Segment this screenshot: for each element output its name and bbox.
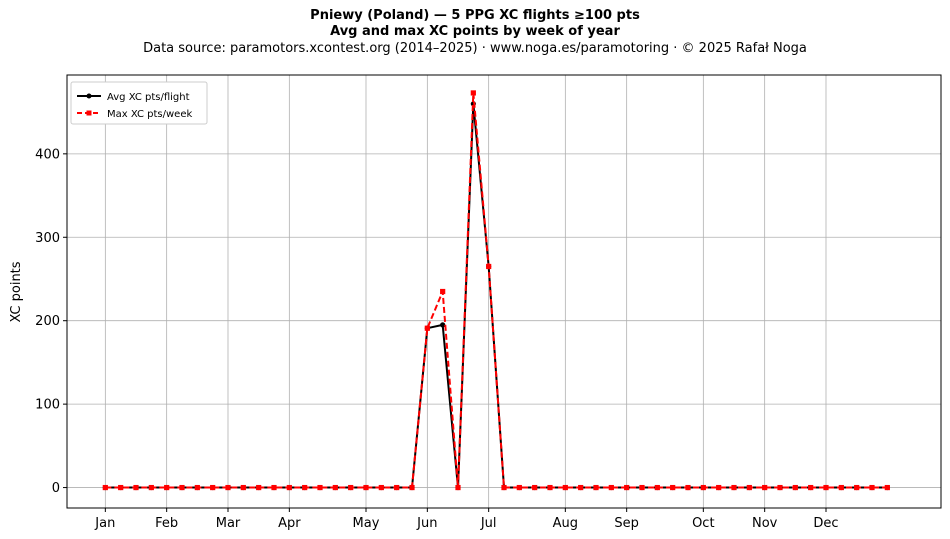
max-point [670, 484, 676, 491]
max-point [593, 484, 599, 491]
x-tick-label: Aug [553, 516, 578, 531]
chart-source-line: Data source: paramotors.xcontest.org (20… [143, 41, 807, 56]
max-point [578, 484, 584, 491]
max-point [700, 484, 706, 491]
max-point [547, 484, 553, 491]
max-point [792, 484, 798, 491]
legend-avg-label: Avg XC pts/flight [107, 92, 190, 103]
max-point [271, 484, 277, 491]
x-tick-label: Nov [752, 516, 778, 531]
x-tick-label: Apr [278, 516, 301, 531]
y-axis-label: XC points [9, 261, 24, 322]
chart-titles: Pniewy (Poland) — 5 PPG XC flights ≥100 … [0, 8, 950, 58]
max-point [118, 484, 124, 491]
x-tick-label: Mar [216, 516, 241, 531]
max-point [348, 484, 354, 491]
x-tick-label: May [353, 516, 380, 531]
max-point [716, 484, 722, 491]
chart-title: Pniewy (Poland) — 5 PPG XC flights ≥100 … [310, 8, 640, 23]
max-point [486, 263, 492, 270]
legend-box [70, 81, 208, 125]
max-point [823, 484, 829, 491]
max-point [363, 484, 369, 491]
legend-max-marker [86, 110, 92, 116]
max-point [225, 484, 231, 491]
legend-avg-marker [86, 93, 92, 99]
max-point [532, 484, 538, 491]
max-point [455, 484, 461, 491]
x-tick-label: Dec [813, 516, 838, 531]
max-point [639, 484, 645, 491]
max-point [164, 484, 170, 491]
max-point [256, 484, 262, 491]
x-tick-label: Jan [94, 516, 115, 531]
max-point [394, 484, 400, 491]
x-tick-label: Jun [416, 516, 437, 531]
y-tick-label: 300 [35, 231, 60, 246]
max-point [808, 484, 814, 491]
max-point [286, 484, 292, 491]
max-point [516, 484, 522, 491]
max-point [869, 484, 875, 491]
max-point [854, 484, 860, 491]
max-point [148, 484, 154, 491]
max-point [838, 484, 844, 491]
max-point [194, 484, 200, 491]
y-tick-label: 0 [52, 481, 60, 496]
max-point [378, 484, 384, 491]
max-point [731, 484, 737, 491]
max-point [562, 484, 568, 491]
y-tick-label: 400 [35, 147, 60, 162]
axis-ticks: Jan Feb Mar Apr May Jun Jul Aug Sep Oct Nov Dec 0 100… [35, 147, 838, 531]
plot-frame [66, 74, 942, 509]
max-point [762, 484, 768, 491]
y-tick-label: 100 [35, 398, 60, 413]
x-tick-label: Jul [480, 516, 497, 531]
max-point [332, 484, 338, 491]
x-tick-label: Sep [614, 516, 639, 531]
max-point [317, 484, 323, 491]
avg-point [440, 322, 446, 328]
max-point [240, 484, 246, 491]
x-tick-label: Oct [692, 516, 714, 531]
x-tick-label: Feb [155, 516, 178, 531]
series-line-0 [105, 102, 888, 489]
max-point [302, 484, 308, 491]
y-tick-label: 200 [35, 314, 60, 329]
grid-lines [67, 75, 941, 508]
max-point [624, 484, 630, 491]
max-point [501, 484, 507, 491]
max-point [409, 484, 415, 491]
max-point [133, 484, 139, 491]
max-point [210, 484, 216, 491]
chart-subtitle: Avg and max XC points by week of year [330, 24, 620, 39]
max-point [608, 484, 614, 491]
series-layer [102, 90, 890, 491]
max-point [179, 484, 185, 491]
max-point [884, 484, 890, 491]
max-point [102, 484, 108, 491]
legend-max-label: Max XC pts/week [107, 109, 192, 120]
max-point [424, 325, 430, 331]
max-point [440, 288, 446, 295]
max-point [685, 484, 691, 491]
legend: Avg XC pts/flight Max XC pts/week [70, 81, 208, 125]
max-point [746, 484, 752, 491]
max-point [470, 90, 476, 96]
series-line-1 [105, 91, 888, 489]
max-point [777, 484, 783, 491]
max-point [654, 484, 660, 491]
